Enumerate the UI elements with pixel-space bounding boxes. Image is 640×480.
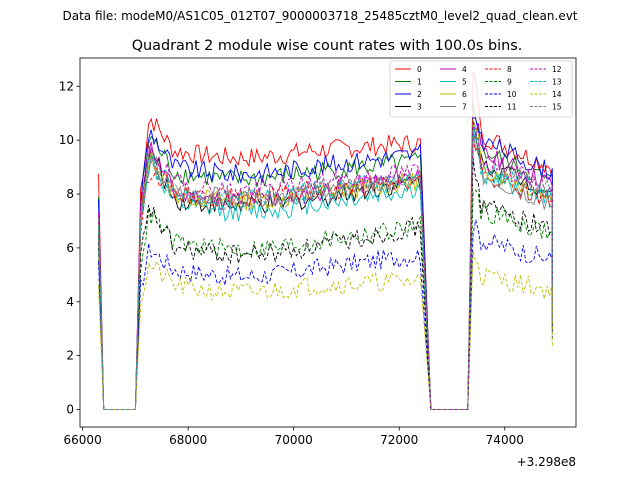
series-line-13 [98, 133, 553, 410]
x-tick-label: 70000 [275, 433, 313, 447]
series-line-11 [98, 157, 553, 410]
y-tick-label: 6 [66, 241, 74, 255]
y-tick-label: 2 [66, 349, 74, 363]
legend-label: 2 [417, 90, 422, 99]
series-line-7 [98, 130, 553, 410]
legend-label: 6 [462, 90, 467, 99]
y-axis: 0 2 4 6 8 10 12 [59, 79, 80, 416]
x-tick-label: 68000 [169, 433, 207, 447]
series-line-14 [98, 250, 553, 410]
legend-label: 8 [507, 65, 512, 74]
y-tick-label: 0 [66, 402, 74, 416]
series-line-0 [98, 72, 553, 410]
figure-suptitle: Data file: modeM0/AS1C05_012T07_90000037… [62, 9, 577, 23]
legend-label: 7 [462, 103, 467, 112]
series-line-10 [98, 219, 553, 410]
x-offset-label: +3.298e8 [517, 455, 576, 469]
y-tick-label: 4 [66, 295, 74, 309]
x-axis: 66000 68000 70000 72000 74000 [64, 427, 524, 447]
legend-label: 13 [552, 78, 562, 87]
legend-label: 12 [552, 65, 562, 74]
chart-title: Quadrant 2 module wise count rates with … [132, 38, 523, 54]
axes-frame [79, 57, 577, 428]
legend-label: 15 [552, 103, 562, 112]
series-line-6 [98, 119, 553, 410]
legend-label: 14 [552, 90, 562, 99]
series-line-9 [98, 189, 553, 410]
series-line-5 [98, 121, 553, 410]
x-tick-label: 74000 [486, 433, 524, 447]
series-line-1 [98, 102, 553, 410]
plot-lines [98, 72, 553, 410]
y-tick-label: 10 [59, 133, 74, 147]
legend-label: 0 [417, 65, 422, 74]
legend-label: 10 [507, 90, 517, 99]
series-line-12 [98, 120, 553, 410]
legend-label: 1 [417, 78, 422, 87]
x-tick-label: 66000 [64, 433, 102, 447]
series-line-15 [98, 137, 553, 410]
legend-box [389, 60, 573, 118]
legend-label: 9 [507, 78, 512, 87]
legend-label: 4 [462, 65, 467, 74]
x-tick-label: 72000 [380, 433, 418, 447]
y-tick-label: 12 [59, 79, 74, 93]
legend-label: 11 [507, 103, 517, 112]
y-tick-label: 8 [66, 187, 74, 201]
legend-label: 3 [417, 103, 422, 112]
legend-label: 5 [462, 78, 467, 87]
